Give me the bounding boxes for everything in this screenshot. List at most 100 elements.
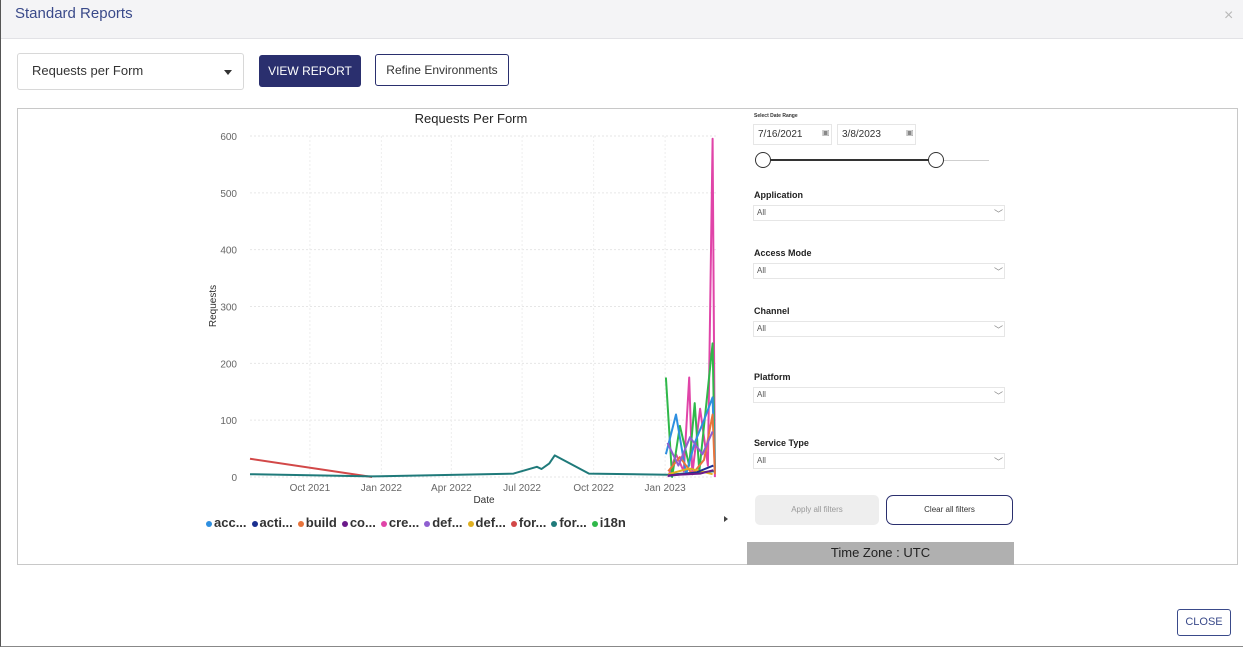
report-select-value: Requests per Form bbox=[32, 63, 144, 78]
legend-label: cre... bbox=[388, 515, 420, 530]
legend-dot-icon bbox=[591, 520, 598, 527]
channel-select[interactable]: All ﹀ bbox=[753, 321, 1005, 337]
clear-filters-button[interactable]: Clear all filters bbox=[886, 495, 1013, 525]
x-tick-label: Apr 2022 bbox=[431, 483, 472, 494]
legend-label: acti... bbox=[259, 515, 293, 530]
date-from-input[interactable]: 7/16/2021 ▣ bbox=[753, 124, 832, 145]
service-type-select[interactable]: All ﹀ bbox=[753, 453, 1005, 469]
legend-label: for... bbox=[559, 515, 587, 530]
platform-value: All bbox=[757, 390, 766, 399]
legend-label: co... bbox=[349, 515, 376, 530]
y-tick-label: 300 bbox=[220, 303, 237, 314]
view-report-button[interactable]: VIEW REPORT bbox=[259, 55, 361, 87]
refine-environments-button[interactable]: Refine Environments bbox=[375, 54, 509, 86]
x-tick-label: Oct 2021 bbox=[290, 483, 331, 494]
apply-filters-button[interactable]: Apply all filters bbox=[755, 495, 879, 525]
legend-item[interactable]: acti... bbox=[251, 515, 293, 530]
legend-dot-icon bbox=[206, 520, 212, 527]
legend-item[interactable]: def... bbox=[467, 515, 506, 530]
date-to-value: 3/8/2023 bbox=[842, 129, 881, 140]
series-line[interactable] bbox=[664, 342, 716, 478]
requests-chart: Requests Per Form 0 100 200 300 400 500 600 Oct … bbox=[208, 111, 718, 506]
application-value: All bbox=[757, 208, 766, 217]
caret-down-icon bbox=[224, 70, 232, 75]
legend-dot-icon bbox=[380, 520, 387, 527]
platform-label: Platform bbox=[754, 372, 791, 382]
date-range-label: Select Date Range bbox=[754, 113, 798, 119]
x-tick-label: Oct 2022 bbox=[573, 483, 614, 494]
close-icon[interactable]: × bbox=[1224, 7, 1234, 24]
series-line[interactable] bbox=[667, 413, 716, 476]
legend-label: def... bbox=[432, 515, 463, 530]
date-slider-start-handle[interactable] bbox=[755, 152, 771, 168]
close-button[interactable]: CLOSE bbox=[1177, 609, 1231, 636]
legend-label: i18n bbox=[599, 515, 626, 530]
legend-dot-icon bbox=[467, 520, 474, 527]
chevron-down-icon: ﹀ bbox=[994, 267, 1004, 277]
legend-dot-icon bbox=[297, 520, 304, 527]
chart-title: Requests Per Form bbox=[415, 111, 528, 126]
legend-item[interactable]: cre... bbox=[380, 515, 420, 530]
application-label: Application bbox=[754, 190, 803, 200]
platform-select[interactable]: All ﹀ bbox=[753, 387, 1005, 403]
x-tick-label: Jan 2023 bbox=[645, 483, 687, 494]
legend-label: acc... bbox=[214, 515, 247, 530]
access-mode-label: Access Mode bbox=[754, 248, 812, 258]
legend-next-icon[interactable] bbox=[724, 516, 728, 522]
legend-label: def... bbox=[475, 515, 506, 530]
report-select[interactable]: Requests per Form bbox=[17, 53, 244, 90]
legend-item[interactable]: co... bbox=[341, 515, 376, 530]
legend-item[interactable]: for... bbox=[510, 515, 547, 530]
service-type-label: Service Type bbox=[754, 438, 809, 448]
date-to-input[interactable]: 3/8/2023 ▣ bbox=[837, 124, 916, 145]
y-tick-label: 600 bbox=[220, 132, 237, 143]
access-mode-value: All bbox=[757, 266, 766, 275]
dialog-header bbox=[1, 0, 1243, 39]
report-frame: Requests Per Form 0 100 200 300 400 500 600 Oct … bbox=[17, 108, 1238, 565]
series-line[interactable] bbox=[666, 431, 714, 467]
chevron-down-icon: ﹀ bbox=[994, 391, 1004, 401]
series-line[interactable] bbox=[667, 137, 716, 478]
legend-dot-icon bbox=[251, 520, 258, 527]
legend-item[interactable]: i18n bbox=[591, 515, 626, 530]
date-slider-end-handle[interactable] bbox=[928, 152, 944, 168]
series-line[interactable] bbox=[249, 454, 715, 478]
x-axis-title: Date bbox=[473, 495, 495, 506]
y-tick-label: 200 bbox=[220, 359, 237, 370]
service-type-value: All bbox=[757, 456, 766, 465]
chart-legend: acc... acti... build co... cre... def... def..… bbox=[206, 514, 631, 532]
channel-label: Channel bbox=[754, 306, 790, 316]
legend-dot-icon bbox=[551, 520, 558, 527]
access-mode-select[interactable]: All ﹀ bbox=[753, 263, 1005, 279]
application-select[interactable]: All ﹀ bbox=[753, 205, 1005, 221]
chevron-down-icon: ﹀ bbox=[994, 457, 1004, 467]
y-tick-label: 400 bbox=[220, 246, 237, 257]
date-from-value: 7/16/2021 bbox=[758, 129, 803, 140]
legend-dot-icon bbox=[424, 520, 431, 527]
series-line[interactable] bbox=[249, 457, 373, 478]
legend-label: for... bbox=[518, 515, 547, 530]
channel-value: All bbox=[757, 324, 766, 333]
legend-item[interactable]: for... bbox=[551, 515, 587, 530]
y-tick-label: 500 bbox=[220, 189, 237, 200]
chevron-down-icon: ﹀ bbox=[994, 325, 1004, 335]
legend-item[interactable]: acc... bbox=[206, 515, 247, 530]
legend-dot-icon bbox=[341, 520, 348, 527]
legend-item[interactable]: build bbox=[297, 515, 337, 530]
timezone-banner: Time Zone : UTC bbox=[747, 542, 1014, 565]
dialog-title: Standard Reports bbox=[15, 5, 133, 22]
x-tick-label: Jul 2022 bbox=[503, 483, 541, 494]
y-axis-title: Requests bbox=[208, 285, 219, 327]
chevron-down-icon: ﹀ bbox=[994, 209, 1004, 219]
legend-item[interactable]: def... bbox=[424, 515, 463, 530]
y-tick-label: 0 bbox=[231, 473, 237, 484]
calendar-icon[interactable]: ▣ bbox=[906, 128, 914, 137]
legend-dot-icon bbox=[510, 520, 517, 527]
date-slider-range bbox=[764, 159, 935, 161]
legend-label: build bbox=[305, 515, 337, 530]
series-line[interactable] bbox=[668, 469, 714, 477]
x-tick-label: Jan 2022 bbox=[361, 483, 403, 494]
calendar-icon[interactable]: ▣ bbox=[822, 128, 830, 137]
y-tick-label: 100 bbox=[220, 416, 237, 427]
